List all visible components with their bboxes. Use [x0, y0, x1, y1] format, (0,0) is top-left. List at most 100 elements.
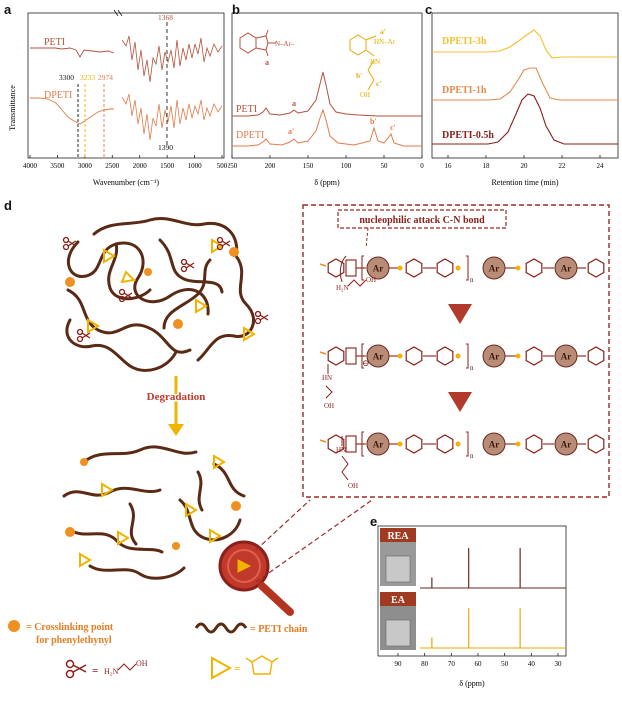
- mechanism-box: [302, 204, 610, 498]
- panel-a-ftir-chart: Transmittance 4000 3500 3000 2500 2000 1500 10…: [8, 9, 228, 187]
- row2-o-minus: ⊖: [362, 358, 370, 368]
- amide-chain-1: [367, 59, 375, 71]
- panel-c-ticks: 16 18 20 22 24: [445, 155, 605, 170]
- scissors-icon: [216, 236, 231, 251]
- imide-triangle: [195, 298, 208, 314]
- repeat-n-label: n: [470, 452, 474, 460]
- legend-chain-label: = PETI chain: [250, 624, 308, 635]
- ar-label: Ar: [489, 264, 500, 274]
- benzene-ring: [327, 346, 345, 366]
- scissors-icon: [118, 288, 133, 303]
- peak-a-label: a: [292, 99, 296, 108]
- degradation-arrow-head: [168, 424, 184, 436]
- amide-benzene-ring: [349, 34, 367, 56]
- scissors-icon: [76, 328, 91, 343]
- imide-triangle: [185, 502, 198, 518]
- benzene-ring: [587, 346, 605, 366]
- imide-ring: [255, 35, 269, 51]
- scissors-icon: [180, 258, 195, 273]
- repeat-n-label: n: [470, 364, 474, 372]
- peak-b-prime-label: b': [370, 117, 377, 126]
- bracket: [466, 343, 469, 369]
- tick-label: 40: [528, 660, 536, 668]
- imide-triangle: [209, 528, 222, 544]
- magnifier-imide-triangle: [237, 559, 252, 573]
- imide-ring: [345, 259, 357, 277]
- benzene-ring: [587, 258, 605, 278]
- amide-chain-2: [367, 69, 375, 81]
- nitrogen-atom: [455, 441, 461, 447]
- crosslink-point: [231, 501, 241, 511]
- ann-2974-label: 2974: [98, 73, 113, 82]
- ea-vial-liquid: [385, 619, 411, 647]
- dpeti-ftir-curve-right: [121, 93, 223, 141]
- intact-network: [65, 217, 255, 372]
- chain-7: [158, 238, 224, 294]
- dpeti-ftir-curve-left: [30, 97, 114, 125]
- nitrogen-atom: [515, 441, 521, 447]
- imide-structure: [239, 29, 276, 57]
- ea-tag: [380, 592, 416, 606]
- row1-h2n: H₂N: [336, 284, 349, 292]
- bracket: [361, 431, 364, 457]
- tick-label: 2500: [105, 162, 120, 170]
- row1-oh: OH: [366, 276, 376, 284]
- legend-ethanolamine-oh: OH: [136, 659, 148, 668]
- tick-label: 200: [265, 162, 276, 170]
- tick-label: 1500: [160, 162, 175, 170]
- panel-e-xlabel: δ (ppm): [459, 679, 485, 688]
- crosslink-point: [229, 247, 239, 257]
- chain-5: [65, 318, 178, 372]
- amide-structure: [349, 34, 377, 91]
- struct-hn-ar-label: HN–Ar: [374, 38, 396, 46]
- crosslink-point: [144, 268, 152, 276]
- panel-a-ylabel: Transmittance: [8, 85, 17, 131]
- legend-crosslink-dot: [8, 620, 20, 632]
- ea-tag-label: EA: [391, 595, 406, 606]
- ann-3300-label: 3300: [59, 73, 74, 82]
- imide-triangle: [87, 318, 100, 334]
- panel-d-letter: d: [4, 198, 12, 213]
- amide-bond-a: [365, 35, 377, 41]
- legend-crosslink-label: = Crosslinking point: [26, 622, 114, 633]
- peti-nmr-spectrum: [232, 71, 422, 117]
- peak-c-prime-label: c': [390, 123, 396, 132]
- mechanism-rows: Ar n Ar Ar Ar n Ar Ar Ar n Ar Ar: [319, 255, 605, 460]
- fragment-5: [178, 498, 242, 542]
- dpeti-nmr-label: DPETI: [236, 130, 264, 141]
- benzene-ring: [405, 434, 423, 454]
- panel-c-gpc-chart: 16 18 20 22 24 Retention time (min) DPETI-3h…: [431, 12, 619, 187]
- row2-oh: OH: [324, 402, 334, 410]
- fragment-3: [212, 462, 246, 498]
- imide-triangles-bottom: [79, 454, 226, 568]
- panel-c-letter: c: [425, 2, 433, 17]
- magnifier-handle: [258, 582, 294, 616]
- benzene-ring: [436, 346, 454, 366]
- dpeti-ftir-label: DPETI: [44, 90, 72, 101]
- nitrogen-atom: [397, 265, 403, 271]
- panel-c-frame: [431, 12, 619, 159]
- imide-triangle: [243, 326, 256, 342]
- tick-label: 24: [597, 162, 605, 170]
- legend-ethanolamine-h2n: H₂N: [104, 667, 119, 676]
- scissors-icon: [254, 310, 269, 325]
- benzene-ring: [327, 434, 345, 454]
- ar-label: Ar: [373, 352, 384, 362]
- struct-n-ar-label: N–Ar–: [275, 40, 295, 48]
- succinimide-ring: [251, 655, 273, 675]
- legend-triangle-icon: [211, 656, 233, 680]
- bracket: [361, 343, 364, 369]
- fragment-1: [82, 445, 198, 464]
- crosslink-point: [172, 542, 180, 550]
- tick-label: 0: [420, 162, 424, 170]
- succinimide-carbonyl-right: [271, 657, 279, 663]
- row3-chain: [341, 436, 349, 481]
- chain-end: [319, 263, 327, 267]
- benzene-ring: [525, 434, 543, 454]
- row2-hn: HN: [322, 374, 332, 382]
- mechanism-arrow-1: [448, 304, 472, 324]
- chain-1: [67, 240, 210, 316]
- panel-a-frame: [27, 12, 225, 159]
- ar-label: Ar: [561, 440, 572, 450]
- ann-1390-label: 1390: [158, 143, 173, 152]
